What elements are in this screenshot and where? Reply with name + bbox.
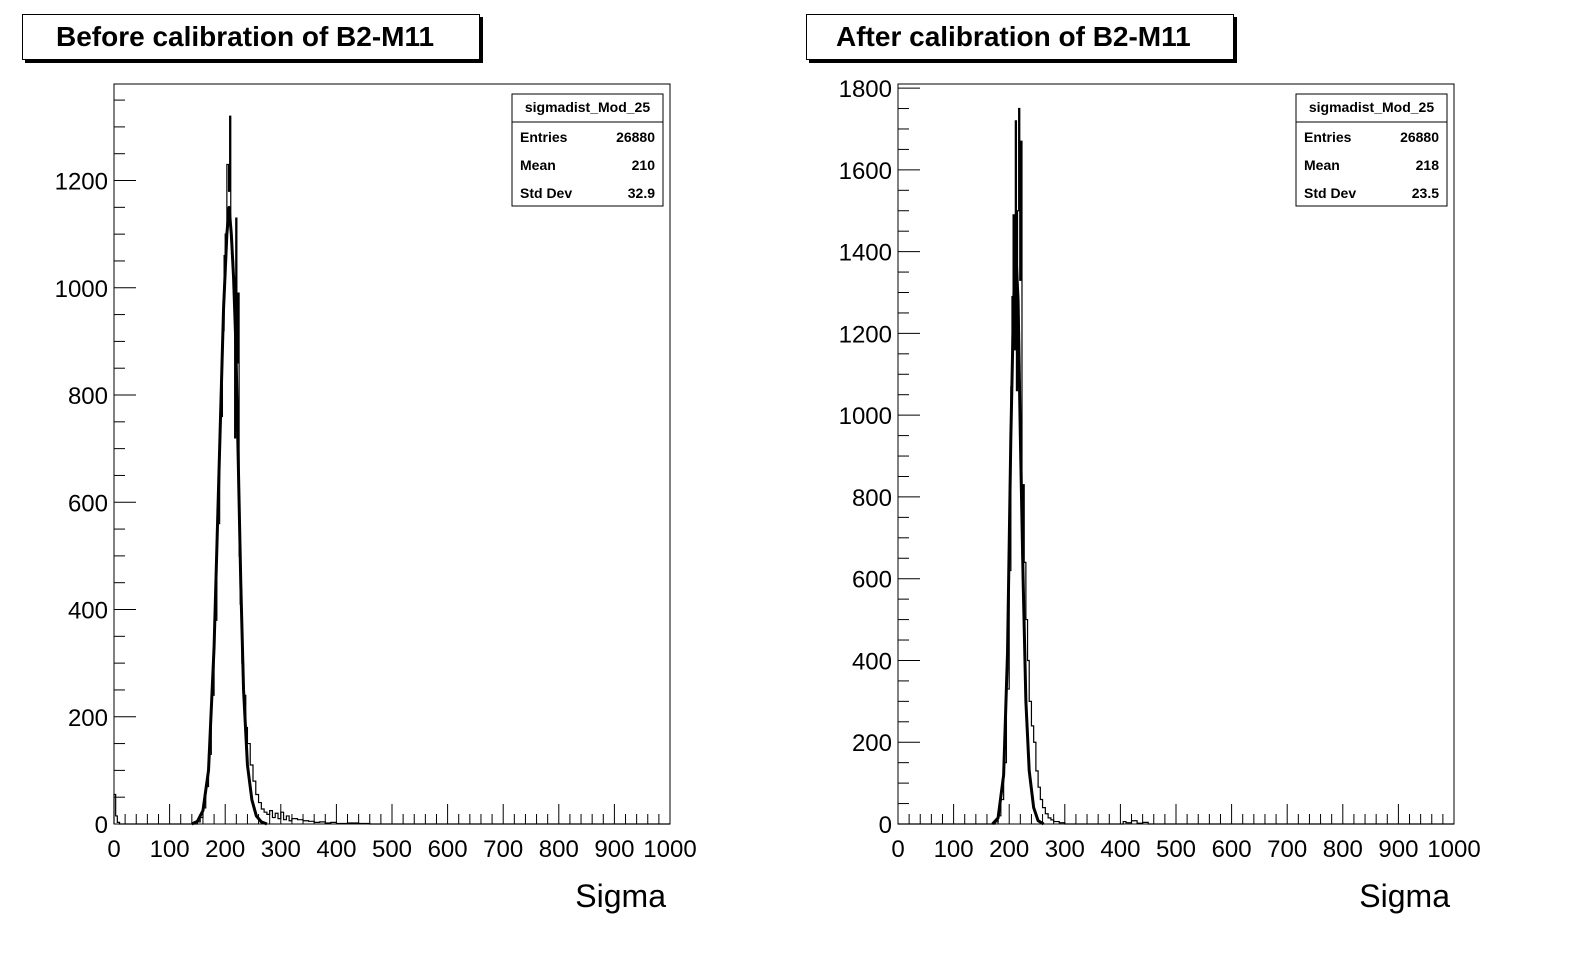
series-histogram-line [898, 107, 1454, 825]
stats-label: Mean [1304, 157, 1340, 173]
x-tick-label: 600 [1212, 836, 1252, 863]
x-tick-label: 400 [316, 836, 356, 863]
y-tick-label: 600 [68, 490, 108, 517]
stats-box [511, 93, 664, 207]
x-tick-label: 900 [594, 836, 634, 863]
x-tick-label: 700 [483, 836, 523, 863]
x-tick-label: 600 [428, 836, 468, 863]
stats-value: 218 [1416, 157, 1440, 173]
y-tick-label: 400 [852, 648, 892, 675]
stats-name: sigmadist_Mod_25 [525, 99, 650, 115]
y-tick-label: 1000 [839, 403, 892, 430]
stats-name: sigmadist_Mod_25 [1309, 99, 1434, 115]
series-smooth-line [991, 250, 1045, 826]
series-smooth-line [191, 205, 268, 826]
y-tick-label: 1200 [55, 169, 108, 196]
x-tick-label: 1000 [643, 836, 696, 863]
stats-value: 26880 [616, 129, 655, 145]
x-tick-label: 300 [261, 836, 301, 863]
stats-label: Std Dev [520, 185, 572, 201]
stats-value: 32.9 [628, 185, 655, 201]
x-axis-label: Sigma [1359, 878, 1450, 914]
stats-label: Std Dev [1304, 185, 1356, 201]
chart-panel-0: 0 100 200 300 400 500 600 700 800 900 1000 0 200 400 6… [55, 83, 697, 914]
x-tick-label: 1000 [1427, 836, 1480, 863]
x-tick-label: 200 [205, 836, 245, 863]
x-axis-label: Sigma [575, 878, 666, 914]
stats-label: Mean [520, 157, 556, 173]
x-tick-label: 400 [1100, 836, 1140, 863]
y-tick-label: 400 [68, 598, 108, 625]
y-tick-label: 200 [852, 730, 892, 757]
y-tick-label: 800 [68, 383, 108, 410]
stats-value: 23.5 [1412, 185, 1439, 201]
x-tick-label: 0 [107, 836, 120, 863]
stats-label: Entries [520, 129, 568, 145]
y-tick-label: 1400 [839, 240, 892, 267]
y-tick-label: 0 [879, 812, 892, 839]
y-tick-label: 1800 [839, 76, 892, 103]
x-tick-label: 900 [1378, 836, 1418, 863]
y-tick-label: 600 [852, 567, 892, 594]
stats-box [1295, 93, 1448, 207]
series-histogram-line [113, 115, 670, 825]
x-tick-label: 100 [934, 836, 974, 863]
stats-value: 210 [632, 157, 656, 173]
y-tick-label: 1200 [839, 321, 892, 348]
x-tick-label: 800 [539, 836, 579, 863]
chart-title-after: After calibration of B2-M11 [806, 14, 1234, 60]
chart-title-before: Before calibration of B2-M11 [22, 14, 480, 60]
x-tick-label: 100 [150, 836, 190, 863]
y-tick-label: 1000 [55, 276, 108, 303]
y-tick-label: 800 [852, 485, 892, 512]
x-tick-label: 500 [1156, 836, 1196, 863]
y-tick-label: 0 [95, 812, 108, 839]
y-tick-label: 200 [68, 705, 108, 732]
stats-value: 26880 [1400, 129, 1439, 145]
x-tick-label: 800 [1323, 836, 1363, 863]
y-tick-label: 1600 [839, 158, 892, 185]
x-tick-label: 200 [989, 836, 1029, 863]
x-tick-label: 700 [1267, 836, 1307, 863]
x-tick-label: 0 [891, 836, 904, 863]
x-tick-label: 500 [372, 836, 412, 863]
x-tick-label: 300 [1045, 836, 1085, 863]
stats-label: Entries [1304, 129, 1352, 145]
chart-panel-1: 0 100 200 300 400 500 600 700 800 900 1000 0 200 400 6… [839, 76, 1481, 914]
